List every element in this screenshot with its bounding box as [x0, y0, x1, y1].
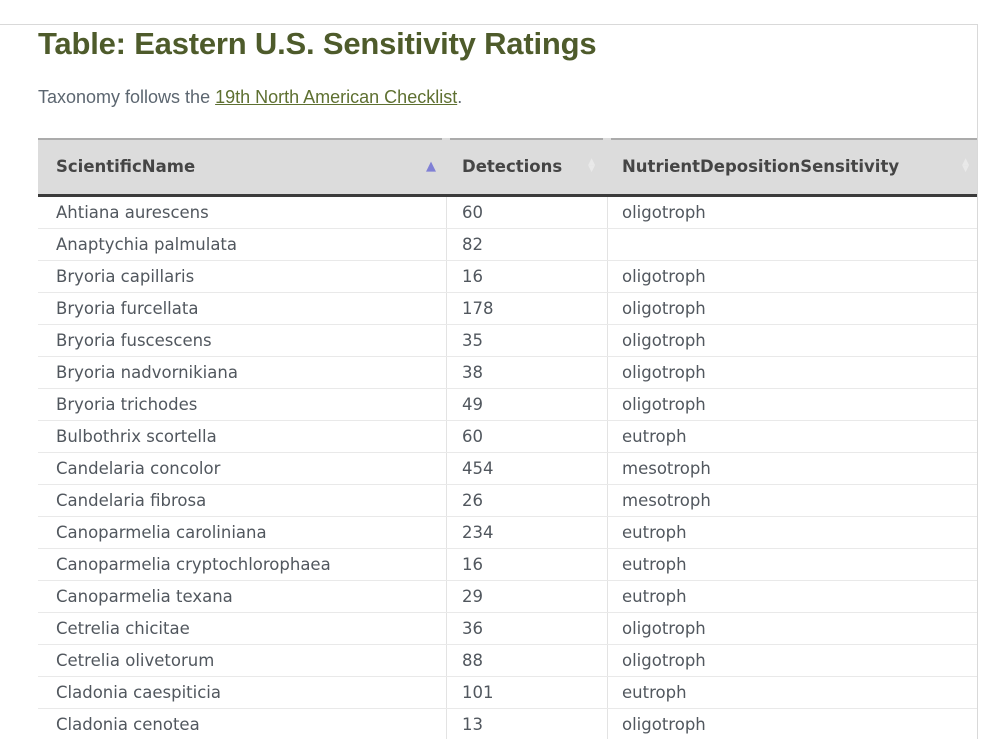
table-row: Canoparmelia caroliniana 234 eutroph — [38, 517, 977, 549]
cell-detections: 101 — [446, 677, 607, 708]
cell-scientific-name: Bryoria capillaris — [56, 267, 195, 286]
scrollbar-track[interactable] — [977, 24, 985, 739]
table-row: Bryoria fuscescens 35 oligotroph — [38, 325, 977, 357]
cell-sensitivity: oligotroph — [607, 261, 977, 292]
cell-sensitivity: eutroph — [607, 517, 977, 548]
cell-scientific-name: Canoparmelia cryptochlorophaea — [56, 555, 331, 574]
cell-scientific-name: Candelaria fibrosa — [56, 491, 207, 510]
column-header-label: Detections — [462, 156, 563, 176]
subtitle: Taxonomy follows the 19th North American… — [38, 84, 985, 110]
page-title: Table: Eastern U.S. Sensitivity Ratings — [38, 26, 597, 61]
cell-detections: 38 — [446, 357, 607, 388]
cell-sensitivity: mesotroph — [607, 453, 977, 484]
sort-inactive-icon: ▲ ▼ — [962, 157, 969, 174]
cell-detections: 60 — [446, 197, 607, 228]
cell-detections: 454 — [446, 453, 607, 484]
cell-detections: 29 — [446, 581, 607, 612]
cell-scientific-name: Candelaria concolor — [56, 459, 221, 478]
table-row: Candelaria fibrosa 26 mesotroph — [38, 485, 977, 517]
cell-detections: 60 — [446, 421, 607, 452]
table-header-row: ScientificName ▲ Detections ▲ ▼ NutrientD… — [38, 138, 977, 197]
cell-detections: 35 — [446, 325, 607, 356]
cell-detections: 26 — [446, 485, 607, 516]
subtitle-text: Taxonomy follows the — [38, 87, 216, 107]
cell-detections: 178 — [446, 293, 607, 324]
column-header-detections[interactable]: Detections ▲ ▼ — [446, 138, 607, 194]
table-row: Cetrelia olivetorum 88 oligotroph — [38, 645, 977, 677]
cell-detections: 16 — [446, 261, 607, 292]
top-divider — [0, 24, 977, 25]
checklist-link[interactable]: 19th North American Checklist — [215, 87, 458, 107]
cell-sensitivity: eutroph — [607, 677, 977, 708]
table-row: Cladonia caespiticia 101 eutroph — [38, 677, 977, 709]
subtitle-period: . — [457, 87, 463, 107]
cell-detections: 13 — [446, 709, 607, 739]
cell-sensitivity: oligotroph — [607, 293, 977, 324]
table-row: Candelaria concolor 454 mesotroph — [38, 453, 977, 485]
column-header-scientific-name[interactable]: ScientificName ▲ — [38, 138, 446, 194]
cell-scientific-name: Cladonia caespiticia — [56, 683, 221, 702]
cell-sensitivity: oligotroph — [607, 389, 977, 420]
cell-scientific-name: Bryoria trichodes — [56, 395, 198, 414]
cell-sensitivity: oligotroph — [607, 645, 977, 676]
cell-scientific-name: Ahtiana aurescens — [56, 203, 209, 222]
cell-scientific-name: Cetrelia olivetorum — [56, 651, 215, 670]
table-row: Bryoria furcellata 178 oligotroph — [38, 293, 977, 325]
cell-scientific-name: Cladonia cenotea — [56, 715, 200, 734]
cell-scientific-name: Canoparmelia caroliniana — [56, 523, 267, 542]
column-header-nutrient-deposition-sensitivity[interactable]: NutrientDepositionSensitivity ▲ ▼ — [607, 138, 977, 194]
table-row: Cetrelia chicitae 36 oligotroph — [38, 613, 977, 645]
table-row: Bryoria capillaris 16 oligotroph — [38, 261, 977, 293]
sort-inactive-icon: ▲ ▼ — [588, 157, 595, 174]
cell-sensitivity: oligotroph — [607, 325, 977, 356]
sort-ascending-icon: ▲ — [426, 158, 436, 174]
table-row: Ahtiana aurescens 60 oligotroph — [38, 197, 977, 229]
table-body: Ahtiana aurescens 60 oligotroph Anaptych… — [38, 197, 977, 739]
cell-sensitivity: oligotroph — [607, 613, 977, 644]
cell-sensitivity: oligotroph — [607, 197, 977, 228]
cell-detections: 234 — [446, 517, 607, 548]
table-row: Bulbothrix scortella 60 eutroph — [38, 421, 977, 453]
column-header-label: NutrientDepositionSensitivity — [622, 156, 900, 176]
sensitivity-table: ScientificName ▲ Detections ▲ ▼ NutrientD… — [38, 138, 977, 739]
cell-detections: 36 — [446, 613, 607, 644]
cell-sensitivity: mesotroph — [607, 485, 977, 516]
cell-scientific-name: Cetrelia chicitae — [56, 619, 190, 638]
cell-scientific-name: Canoparmelia texana — [56, 587, 233, 606]
cell-sensitivity: eutroph — [607, 421, 977, 452]
table-row: Bryoria nadvornikiana 38 oligotroph — [38, 357, 977, 389]
table-row: Canoparmelia texana 29 eutroph — [38, 581, 977, 613]
cell-scientific-name: Bryoria nadvornikiana — [56, 363, 238, 382]
table-row: Canoparmelia cryptochlorophaea 16 eutrop… — [38, 549, 977, 581]
cell-scientific-name: Bryoria furcellata — [56, 299, 199, 318]
cell-scientific-name: Bryoria fuscescens — [56, 331, 212, 350]
column-header-label: ScientificName — [56, 156, 196, 176]
table-row: Cladonia cenotea 13 oligotroph — [38, 709, 977, 739]
cell-scientific-name: Bulbothrix scortella — [56, 427, 217, 446]
cell-detections: 49 — [446, 389, 607, 420]
cell-sensitivity: eutroph — [607, 549, 977, 580]
table-row: Anaptychia palmulata 82 — [38, 229, 977, 261]
cell-scientific-name: Anaptychia palmulata — [56, 235, 238, 254]
page: Table: Eastern U.S. Sensitivity Ratings … — [0, 24, 985, 739]
cell-sensitivity: oligotroph — [607, 709, 977, 739]
cell-detections: 16 — [446, 549, 607, 580]
cell-sensitivity: eutroph — [607, 581, 977, 612]
cell-detections: 88 — [446, 645, 607, 676]
cell-sensitivity: oligotroph — [607, 357, 977, 388]
table-row: Bryoria trichodes 49 oligotroph — [38, 389, 977, 421]
cell-detections: 82 — [446, 229, 607, 260]
cell-sensitivity — [607, 229, 977, 260]
